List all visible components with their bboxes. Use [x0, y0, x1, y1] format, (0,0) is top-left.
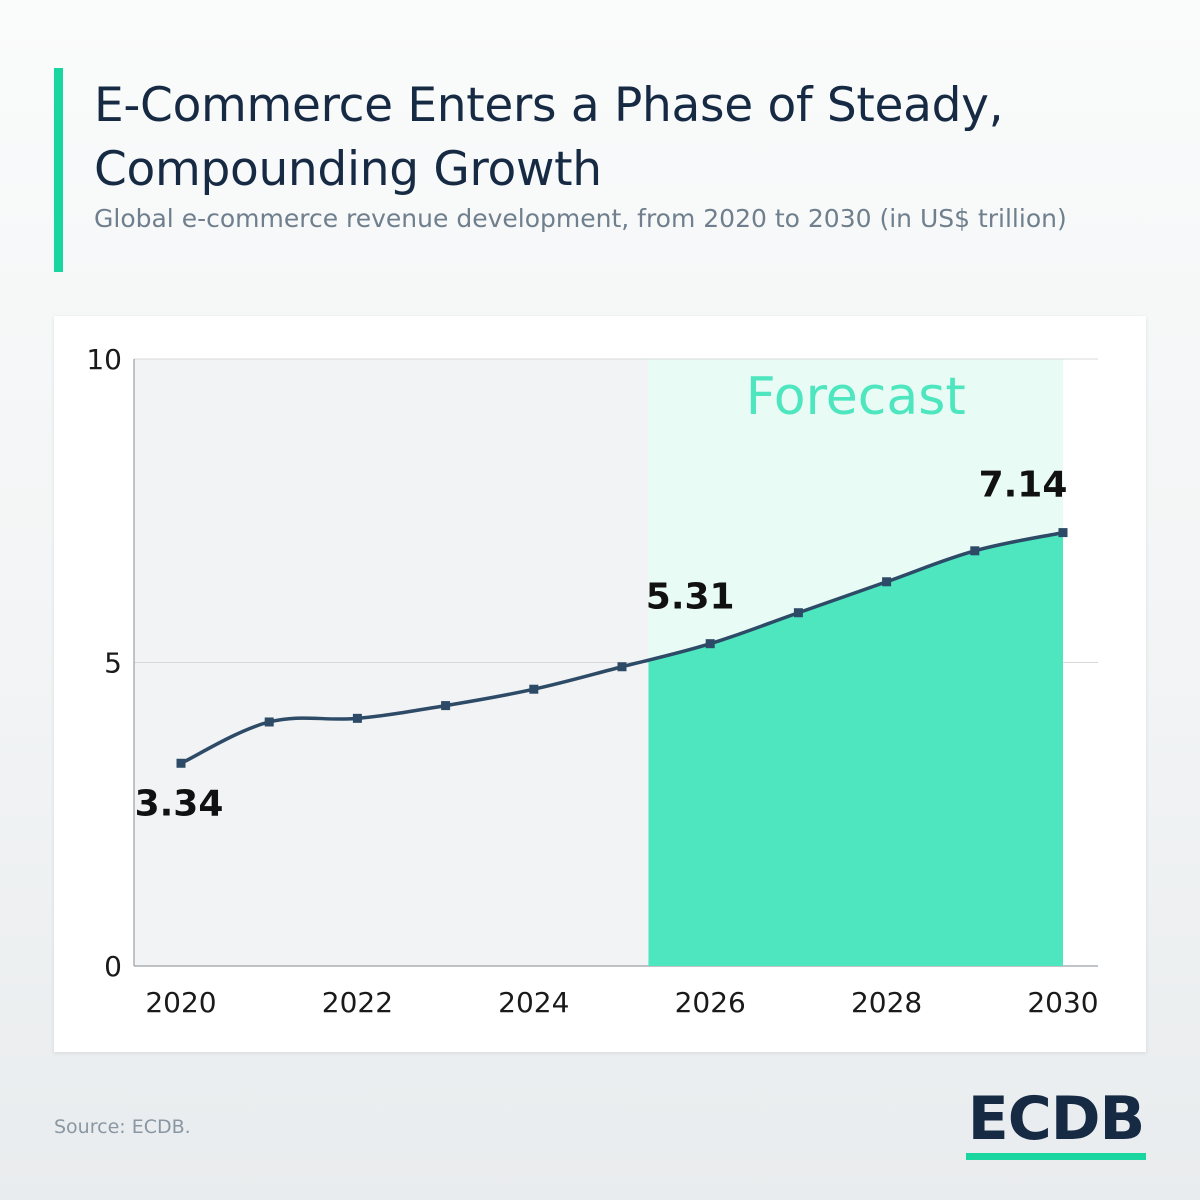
forecast-area: [648, 532, 1063, 966]
x-tick-label-2026: 2026: [675, 986, 746, 1019]
chart-card: 0 5 10 Forecast 2020 2022 2024 2026 2028 2030 3.34…: [54, 316, 1146, 1052]
title-accent-bar: [54, 68, 63, 272]
x-tick-label-2030: 2030: [1027, 986, 1098, 1019]
data-point-2020: [176, 758, 186, 768]
data-label-2030: 7.14: [979, 465, 1068, 506]
revenue-line-chart: 0 5 10 Forecast 2020 2022 2024 2026 2028 2030 3.34…: [86, 343, 1098, 1019]
x-tick-label-2024: 2024: [498, 986, 569, 1019]
data-point-2028: [882, 577, 892, 587]
data-label-2020: 3.34: [135, 783, 224, 824]
data-point-2022: [352, 713, 362, 723]
x-tick-label-2028: 2028: [851, 986, 922, 1019]
y-tick-label-5: 5: [104, 647, 122, 680]
data-point-2021: [264, 717, 274, 727]
source-note: Source: ECDB.: [54, 1116, 191, 1138]
logo-underline: [966, 1153, 1146, 1160]
x-tick-label-2020: 2020: [145, 986, 216, 1019]
data-point-2026: [705, 639, 715, 649]
data-point-2029: [970, 546, 980, 556]
page-subtitle: Global e-commerce revenue development, f…: [94, 204, 1067, 233]
ecdb-logo: ECDB: [967, 1084, 1146, 1154]
data-point-2024: [529, 684, 539, 694]
y-tick-label-0: 0: [104, 950, 122, 983]
data-point-2025: [617, 662, 627, 672]
data-point-2027: [793, 608, 803, 618]
data-point-2023: [441, 701, 451, 711]
y-tick-label-10: 10: [86, 343, 122, 376]
page-title: E-Commerce Enters a Phase of Steady, Com…: [94, 78, 1004, 197]
data-label-2026: 5.31: [646, 577, 735, 618]
forecast-label: Forecast: [746, 367, 966, 427]
x-tick-label-2022: 2022: [322, 986, 393, 1019]
data-point-2030: [1058, 528, 1068, 538]
